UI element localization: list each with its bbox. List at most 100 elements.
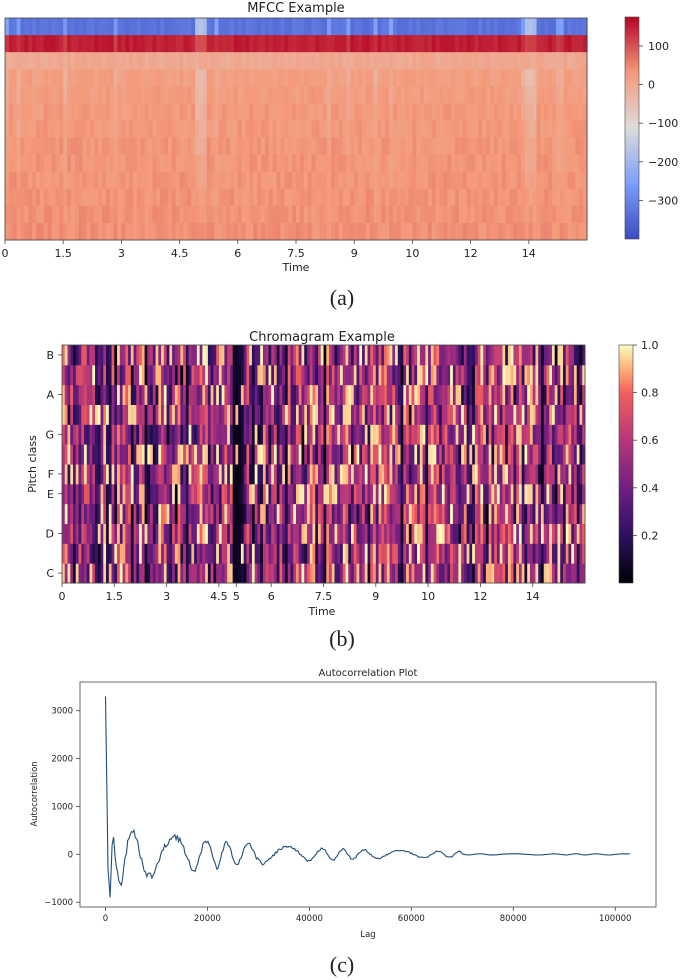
chroma-cell bbox=[334, 364, 338, 386]
mfcc-cell bbox=[490, 120, 495, 139]
chroma-cell bbox=[196, 404, 201, 425]
mfcc-cell bbox=[241, 222, 247, 241]
mfcc-cell bbox=[583, 69, 588, 87]
chroma-cell bbox=[571, 543, 575, 564]
chroma-cell bbox=[496, 384, 501, 405]
chroma-cell bbox=[351, 424, 355, 445]
mfcc-cell bbox=[354, 154, 359, 173]
chroma-cell bbox=[161, 503, 165, 524]
chroma-cell bbox=[315, 523, 319, 544]
chroma-cell bbox=[172, 424, 176, 445]
chroma-cell bbox=[202, 345, 206, 366]
mfcc-cell bbox=[86, 120, 91, 139]
mfcc-cell bbox=[505, 103, 510, 121]
chroma-cell bbox=[133, 364, 137, 386]
chroma-cell bbox=[499, 364, 503, 386]
mfcc-cell bbox=[5, 222, 10, 241]
mfcc-cell bbox=[327, 188, 332, 207]
mfcc-cell bbox=[354, 18, 359, 36]
chroma-cell bbox=[89, 444, 93, 465]
mfcc-cell bbox=[171, 86, 177, 104]
chroma-cell bbox=[521, 364, 525, 386]
mfcc-cell bbox=[513, 222, 518, 241]
chroma-cell bbox=[408, 404, 413, 425]
chroma-cell bbox=[183, 384, 187, 405]
mfcc-cell bbox=[245, 205, 251, 224]
chroma-cell bbox=[161, 483, 165, 505]
chroma-cell bbox=[568, 483, 572, 505]
mfcc-cell bbox=[288, 120, 293, 139]
mfcc-cell bbox=[222, 171, 227, 190]
mfcc-cell bbox=[12, 188, 18, 207]
chroma-cell bbox=[474, 464, 479, 485]
mfcc-cell bbox=[571, 171, 576, 190]
mfcc-cell bbox=[346, 103, 351, 121]
mfcc-cell bbox=[55, 86, 60, 104]
chroma-cell bbox=[535, 404, 539, 425]
mfcc-cell bbox=[160, 18, 165, 36]
chroma-cell bbox=[169, 364, 173, 386]
chroma-cell bbox=[89, 563, 93, 584]
mfcc-cell bbox=[179, 120, 185, 139]
mfcc-cell bbox=[327, 137, 332, 156]
mfcc-cell bbox=[431, 120, 437, 139]
mfcc-cell bbox=[548, 154, 553, 173]
mfcc-cell bbox=[268, 171, 274, 190]
mfcc-cell bbox=[358, 69, 363, 87]
mfcc-cell bbox=[396, 18, 402, 36]
chroma-cell bbox=[502, 384, 506, 405]
chroma-cell bbox=[243, 364, 247, 386]
mfcc-cell bbox=[385, 154, 390, 173]
mfcc-cell bbox=[82, 188, 88, 207]
chroma-cell bbox=[513, 563, 517, 584]
mfcc-cell bbox=[105, 18, 111, 36]
chroma-cell bbox=[367, 503, 371, 524]
mfcc-cell bbox=[51, 35, 57, 53]
chroma-cell bbox=[262, 503, 267, 524]
mfcc-cell bbox=[63, 35, 68, 53]
chroma-cell bbox=[180, 543, 184, 564]
chroma-cell bbox=[188, 444, 192, 465]
chroma-cell bbox=[257, 543, 261, 564]
mfcc-cell bbox=[342, 52, 348, 70]
chroma-cell bbox=[414, 444, 418, 465]
chroma-cell bbox=[273, 483, 278, 505]
mfcc-cell bbox=[125, 120, 130, 139]
mfcc-cell bbox=[272, 86, 278, 104]
chroma-cell bbox=[334, 404, 338, 425]
mfcc-cell bbox=[528, 35, 534, 53]
mfcc-cell bbox=[505, 188, 510, 207]
chroma-cell bbox=[81, 483, 85, 505]
mfcc-cell bbox=[156, 52, 161, 70]
chroma-cell bbox=[323, 384, 327, 405]
mfcc-cell bbox=[466, 52, 472, 70]
chroma-cell bbox=[240, 483, 245, 505]
chroma-cell bbox=[430, 464, 435, 485]
chroma-cell bbox=[535, 424, 539, 445]
mfcc-cell bbox=[78, 86, 84, 104]
mfcc-cell bbox=[505, 120, 510, 139]
chroma-cell bbox=[463, 483, 468, 505]
chroma-cell bbox=[199, 384, 203, 405]
chroma-cell bbox=[524, 464, 528, 485]
mfcc-cell bbox=[226, 137, 231, 156]
chroma-x-tick-label: 0 bbox=[59, 590, 66, 603]
chroma-cell bbox=[400, 424, 404, 445]
chroma-cell bbox=[119, 464, 124, 485]
mfcc-cell bbox=[59, 137, 64, 156]
chroma-cell bbox=[375, 563, 380, 584]
chroma-cell bbox=[516, 483, 520, 505]
mfcc-cell bbox=[513, 137, 518, 156]
mfcc-cell bbox=[311, 18, 316, 36]
mfcc-cell bbox=[311, 103, 316, 121]
chroma-cell bbox=[224, 404, 228, 425]
chroma-cell bbox=[188, 483, 192, 505]
mfcc-cell bbox=[528, 52, 534, 70]
mfcc-cell bbox=[125, 35, 130, 53]
chroma-cell bbox=[114, 483, 118, 505]
chroma-cell bbox=[262, 384, 267, 405]
chroma-cell bbox=[158, 404, 162, 425]
mfcc-cell bbox=[133, 18, 138, 36]
mfcc-cell bbox=[20, 69, 25, 87]
mfcc-cell bbox=[393, 86, 398, 104]
